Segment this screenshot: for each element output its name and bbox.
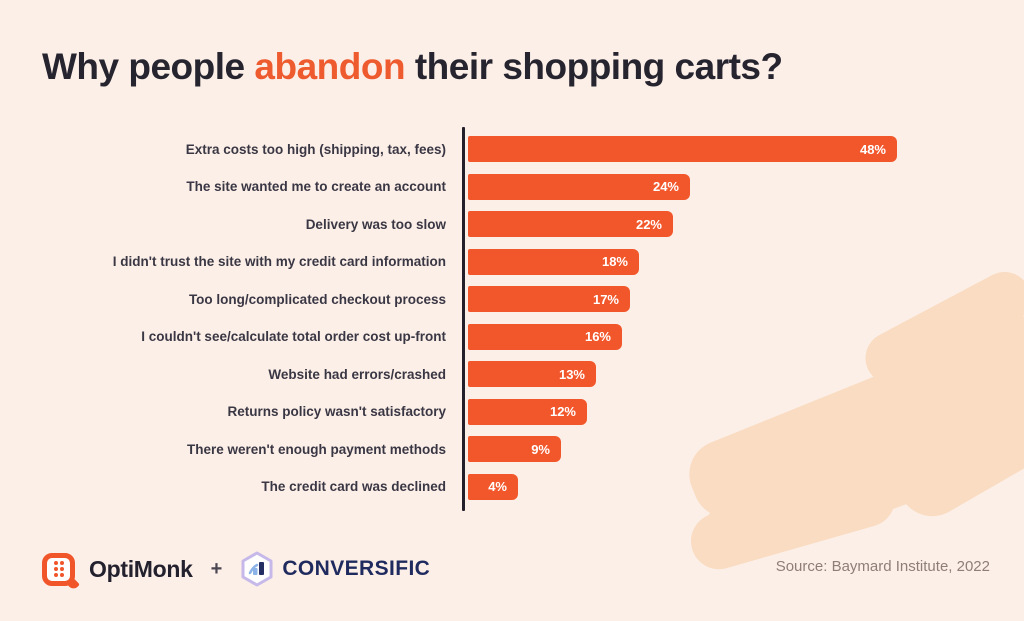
chart-row: Returns policy wasn't satisfactory 12% [42,398,992,425]
bar-track: 12% [462,398,992,425]
bar: 48% [468,136,897,162]
bar-value-label: 48% [859,141,886,157]
brand-logos: OptiMonk + CONVERSIFIC [42,549,430,589]
category-label: Extra costs too high (shipping, tax, fee… [185,141,446,157]
chart-row: Extra costs too high (shipping, tax, fee… [42,136,992,162]
chart-row: Website had errors/crashed 13% [42,361,992,387]
category-label: Website had errors/crashed [268,366,446,382]
bar: 13% [468,361,596,387]
bar-track: 17% [462,286,992,312]
bar: 9% [468,436,561,462]
y-axis-line [462,127,465,511]
bar-track: 22% [462,211,992,237]
bar: 4% [468,473,518,500]
bar: 22% [468,211,673,237]
category-label: I couldn't see/calculate total order cos… [141,329,446,344]
chart-row: The credit card was declined 4% [42,473,992,500]
title-suffix: their shopping carts? [405,46,783,87]
bar-track: 4% [462,473,992,500]
source-citation: Source: Baymard Institute, 2022 [775,558,990,575]
category-label: Too long/complicated checkout process [188,291,446,307]
chart-row: Too long/complicated checkout process 17… [42,286,992,312]
title-highlight: abandon [254,46,406,87]
category-label: Delivery was too slow [305,216,446,232]
bar: 24% [468,173,690,200]
bar-value-label: 12% [549,404,576,419]
optimonk-dots-icon [47,558,70,581]
title-prefix: Why people [42,46,255,87]
conversific-hexagon-icon [241,551,273,587]
chart-row: I couldn't see/calculate total order cos… [42,323,992,350]
page-title: Why people abandon their shopping carts? [42,46,783,88]
chart-row: The site wanted me to create an account … [42,173,992,200]
conversific-wordmark: CONVERSIFIC [282,557,431,580]
bar-value-label: 16% [584,329,611,344]
bar-value-label: 18% [601,254,628,269]
bar-value-label: 17% [592,291,619,307]
category-label: Returns policy wasn't satisfactory [227,404,446,419]
bar-track: 16% [462,323,992,350]
bar-value-label: 4% [488,479,507,494]
chart-row: I didn't trust the site with my credit c… [42,248,992,275]
category-label: The site wanted me to create an account [186,179,446,194]
bar-value-label: 24% [652,179,679,194]
bar-track: 48% [462,136,992,162]
bar-chart: Extra costs too high (shipping, tax, fee… [42,127,992,511]
bar-value-label: 9% [531,441,550,457]
bar: 12% [468,398,587,425]
optimonk-logo-icon [42,552,75,586]
bar-value-label: 22% [635,216,662,232]
optimonk-wordmark: OptiMonk [89,555,193,582]
category-label: There weren't enough payment methods [187,441,446,457]
conversific-logo: CONVERSIFIC [240,551,430,587]
chart-rows: Extra costs too high (shipping, tax, fee… [42,136,992,500]
bar: 16% [468,323,622,350]
bar: 17% [468,286,630,312]
category-label: I didn't trust the site with my credit c… [112,254,446,269]
plus-separator: + [210,557,223,580]
bar-track: 24% [462,173,992,200]
chart-row: Delivery was too slow 22% [42,211,992,237]
bar-track: 9% [462,436,992,462]
bar: 18% [468,248,639,275]
bar-track: 18% [462,248,992,275]
bar-track: 13% [462,361,992,387]
bar-value-label: 13% [558,366,585,382]
category-label: The credit card was declined [261,479,446,494]
chart-row: There weren't enough payment methods 9% [42,436,992,462]
